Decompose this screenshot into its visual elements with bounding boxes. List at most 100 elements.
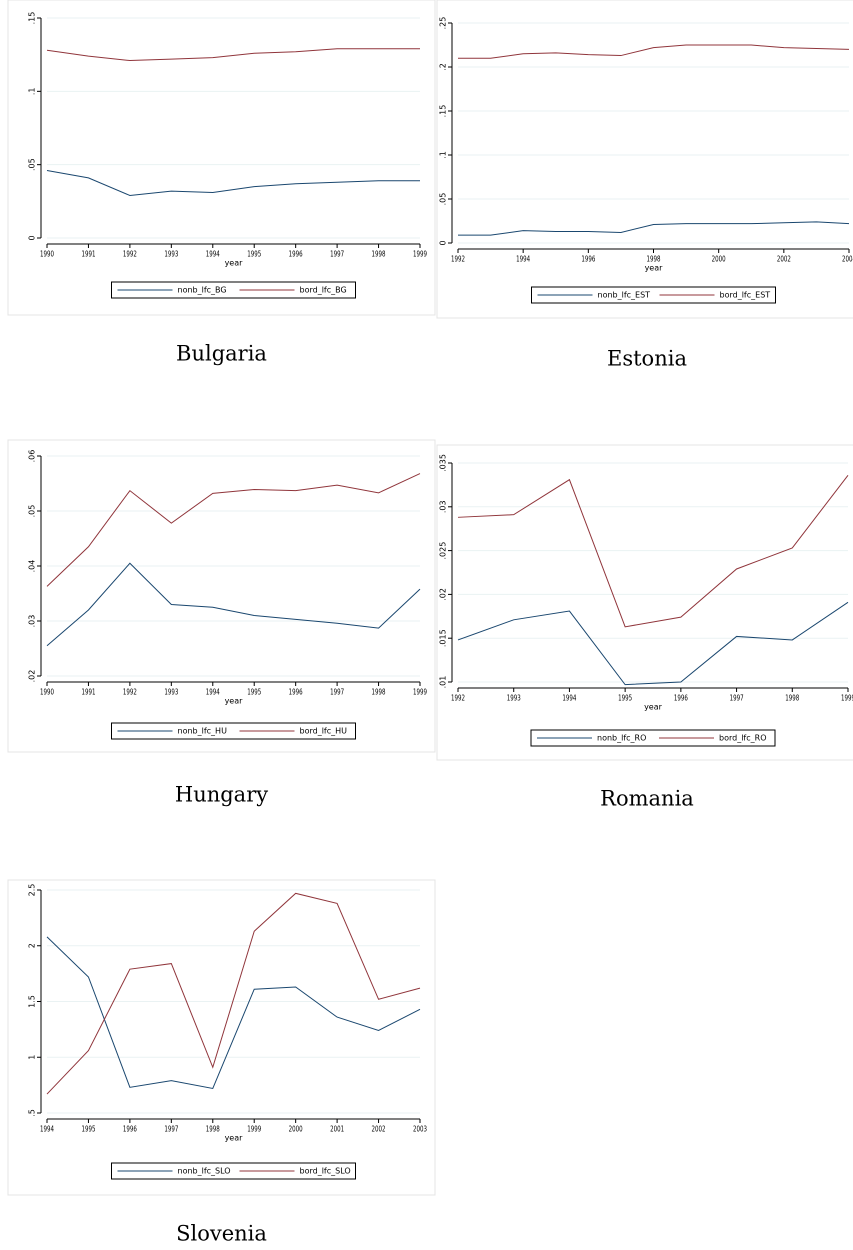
y-tick-label: .01 [439, 676, 448, 689]
legend-label: nonb_lfc_RO [597, 734, 646, 743]
y-tick-label: 1 [28, 1055, 37, 1060]
legend-box [111, 722, 356, 740]
legend-label: nonb_lfc_SLO [178, 1167, 231, 1176]
x-tick-label: 1991 [81, 250, 95, 259]
chart-caption: Bulgaria [176, 342, 267, 366]
series-line [46, 48, 420, 62]
x-tick-label: 1999 [413, 688, 427, 697]
x-tick-label: 1998 [206, 1125, 220, 1134]
chart-caption: Romania [600, 787, 694, 811]
x-axis-label: year [225, 1134, 244, 1143]
x-tick-label: 2002 [777, 255, 791, 264]
legend-label: bord_lfc_EST [720, 291, 771, 300]
x-tick-label: 1999 [841, 694, 853, 703]
series-line [458, 44, 850, 59]
x-tick-label: 2001 [330, 1125, 344, 1134]
x-tick-label: 1994 [206, 250, 220, 259]
x-tick-label: 2000 [712, 255, 726, 264]
x-tick-label: 1992 [451, 255, 465, 264]
x-tick-label: 1998 [372, 250, 386, 259]
y-tick-label: 2 [28, 943, 37, 948]
panel-frame [436, 0, 853, 319]
y-tick-label: 1.5 [28, 995, 37, 1008]
y-tick-label: .1 [439, 151, 448, 159]
x-tick-label: 1998 [647, 255, 661, 264]
series-line [46, 892, 421, 1095]
panel: .01 .015 .02 .025 .03 .035 1992 1993 1994 1995 199… [436, 444, 853, 811]
chart-caption: Slovenia [176, 1222, 267, 1246]
x-tick-label: 1998 [785, 694, 799, 703]
y-tick-label: .03 [439, 500, 448, 513]
panel: .02 .03 .04 .05 .06 1990 1991 1992 1993 1994 1995 1… [7, 439, 436, 807]
y-tick-label: .05 [28, 505, 37, 518]
legend-box [111, 1162, 356, 1180]
panel: .5 1 1.5 2 2.5 1994 1995 1996 1997 1998 1999 2000 20… [7, 879, 436, 1246]
x-tick-label: 1993 [164, 250, 178, 259]
x-tick-label: 2000 [289, 1125, 303, 1134]
x-tick-label: 1996 [674, 694, 688, 703]
y-tick-label: .5 [28, 1109, 37, 1117]
y-tick-label: .035 [439, 454, 448, 472]
x-tick-label: 1994 [516, 255, 530, 264]
x-tick-label: 1995 [81, 1125, 95, 1134]
x-tick-label: 1992 [123, 688, 137, 697]
x-tick-label: 1995 [247, 688, 261, 697]
x-tick-label: 1996 [289, 688, 303, 697]
y-tick-label: .06 [28, 450, 37, 463]
series-line [46, 170, 420, 196]
panel-frame [436, 444, 853, 761]
x-tick-label: 1990 [40, 688, 54, 697]
y-tick-label: .04 [28, 560, 37, 573]
x-tick-label: 1993 [507, 694, 521, 703]
x-tick-label: 1995 [618, 694, 632, 703]
panel-frame [7, 0, 436, 316]
x-tick-label: 2002 [372, 1125, 386, 1134]
legend-label: bord_lfc_BG [300, 286, 347, 295]
x-axis-label: year [225, 697, 244, 706]
y-tick-label: .025 [439, 542, 448, 560]
y-tick-label: .25 [439, 17, 448, 30]
y-tick-label: .05 [439, 193, 448, 206]
x-tick-label: 1990 [40, 250, 54, 259]
legend-box [530, 729, 776, 747]
x-tick-label: 1997 [330, 688, 344, 697]
x-tick-label: 1993 [164, 688, 178, 697]
legend-label: nonb_lfc_EST [598, 291, 651, 300]
x-tick-label: 2004 [842, 255, 853, 264]
series-line [457, 601, 849, 686]
series-line [458, 221, 850, 236]
y-tick-label: .05 [28, 158, 37, 171]
chart-caption: Estonia [607, 347, 687, 371]
series-line [46, 936, 421, 1090]
series-line [46, 473, 421, 587]
chart-caption: Hungary [175, 783, 268, 807]
legend-box [531, 286, 776, 304]
x-tick-label: 1999 [247, 1125, 261, 1134]
x-tick-label: 1996 [289, 250, 303, 259]
panel-frame [7, 879, 436, 1196]
series-line [457, 474, 849, 628]
legend-box [111, 281, 356, 299]
y-tick-label: 0 [28, 235, 37, 240]
x-axis-label: year [645, 264, 664, 273]
y-tick-label: 0 [439, 240, 448, 245]
legend-label: bord_lfc_HU [300, 727, 348, 736]
x-tick-label: 1992 [123, 250, 137, 259]
x-tick-label: 1997 [730, 694, 744, 703]
x-tick-label: 1998 [372, 688, 386, 697]
y-tick-label: .2 [439, 63, 448, 71]
y-tick-label: .1 [28, 88, 37, 96]
x-tick-label: 1995 [247, 250, 261, 259]
x-tick-label: 1997 [164, 1125, 178, 1134]
panel: 0 .05 .1 .15 1990 1991 1992 1993 1994 1995 1996 199… [7, 0, 436, 366]
legend-label: bord_lfc_SLO [300, 1167, 351, 1176]
y-tick-label: 2.5 [28, 884, 37, 897]
x-tick-label: 1991 [81, 688, 95, 697]
y-tick-label: .15 [28, 12, 37, 25]
x-tick-label: 1992 [451, 694, 465, 703]
y-tick-label: .15 [439, 105, 448, 118]
x-tick-label: 1994 [562, 694, 576, 703]
y-tick-label: .03 [28, 615, 37, 628]
